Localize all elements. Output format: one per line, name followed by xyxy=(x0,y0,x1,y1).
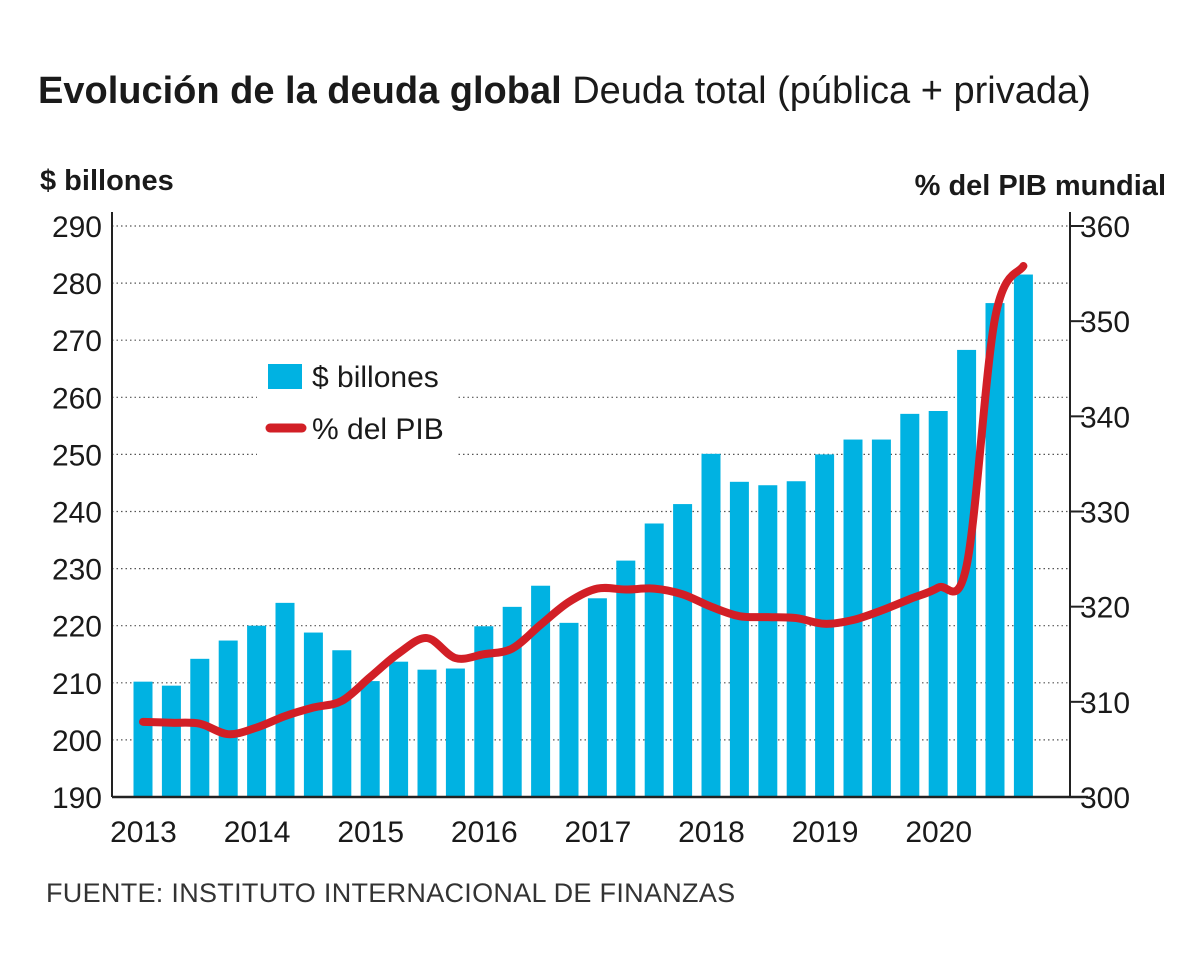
bar xyxy=(332,650,352,797)
left-tick-label: 190 xyxy=(52,782,102,815)
bar xyxy=(531,585,551,797)
left-tick-label: 250 xyxy=(52,439,102,472)
bar xyxy=(445,668,465,797)
bar xyxy=(871,439,891,797)
bar xyxy=(275,602,295,797)
x-tick-label: 2020 xyxy=(905,816,972,849)
bar xyxy=(1013,274,1033,797)
legend-label-bars: $ billones xyxy=(312,361,439,394)
right-tick-label: 350 xyxy=(1080,306,1130,339)
bar xyxy=(673,504,693,797)
bar xyxy=(587,598,607,797)
chart: 190 200 210 220 230 240 250 260 270 280 290 300 310 3… xyxy=(40,165,1166,849)
line-series-pct-pib xyxy=(139,261,1028,739)
x-tick-label: 2017 xyxy=(565,816,632,849)
bar xyxy=(190,658,210,797)
left-tick-label: 290 xyxy=(52,211,102,244)
bar xyxy=(218,640,238,797)
chart-title-sub: Deuda total (pública + privada) xyxy=(572,70,1091,112)
x-tick-label: 2014 xyxy=(224,816,291,849)
left-tick-label: 220 xyxy=(52,611,102,644)
right-tick-label: 360 xyxy=(1080,211,1130,244)
bar xyxy=(474,626,494,797)
bar xyxy=(758,485,778,797)
right-tick-label: 340 xyxy=(1080,401,1130,434)
left-tick-label: 260 xyxy=(52,382,102,415)
bar xyxy=(701,453,721,797)
bar xyxy=(502,606,522,797)
left-tick-label: 280 xyxy=(52,268,102,301)
right-axis-title: % del PIB mundial xyxy=(915,170,1166,202)
bar xyxy=(729,481,749,797)
right-tick-label: 310 xyxy=(1080,687,1130,720)
left-tick-label: 270 xyxy=(52,325,102,358)
right-tick-label: 320 xyxy=(1080,592,1130,625)
left-tick-label: 240 xyxy=(52,497,102,530)
chart-title: Evolución de la deuda global Deuda total… xyxy=(38,70,1091,113)
bar xyxy=(417,669,437,797)
bar xyxy=(985,303,1005,797)
bar xyxy=(786,481,806,797)
legend-swatch-bars xyxy=(268,364,302,389)
bar xyxy=(161,685,181,797)
left-tick-label: 210 xyxy=(52,668,102,701)
left-axis-title: $ billones xyxy=(40,165,174,197)
left-tick-label: 230 xyxy=(52,554,102,587)
bar xyxy=(644,523,664,797)
x-tick-label: 2013 xyxy=(110,816,177,849)
legend-label-line: % del PIB xyxy=(312,413,444,446)
bar xyxy=(133,681,153,797)
bar xyxy=(360,681,380,797)
right-tick-label: 330 xyxy=(1080,497,1130,530)
bar xyxy=(559,622,579,797)
left-tick-label: 200 xyxy=(52,725,102,758)
chart-title-main: Evolución de la deuda global xyxy=(38,70,562,112)
bar xyxy=(389,661,409,797)
x-tick-label: 2018 xyxy=(678,816,745,849)
bar xyxy=(928,411,948,797)
bar xyxy=(900,413,920,797)
right-tick-label: 300 xyxy=(1080,782,1130,815)
bar xyxy=(247,625,267,797)
bar xyxy=(303,632,323,797)
x-tick-label: 2015 xyxy=(337,816,404,849)
x-tick-label: 2019 xyxy=(792,816,859,849)
bar xyxy=(616,560,636,797)
x-tick-label: 2016 xyxy=(451,816,518,849)
source-note: FUENTE: INSTITUTO INTERNACIONAL DE FINAN… xyxy=(46,878,736,908)
